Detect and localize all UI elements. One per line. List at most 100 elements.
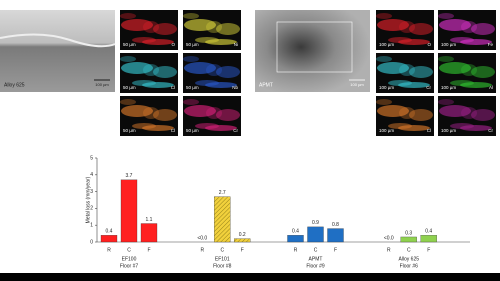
map-signal xyxy=(438,56,454,62)
map-signal xyxy=(216,109,240,121)
x-tick-label: R xyxy=(200,247,204,253)
map-signal xyxy=(120,99,136,105)
map-scale: 100 µm xyxy=(379,85,394,90)
y-tick-label: 3 xyxy=(90,189,93,195)
scale-label: 100 µm xyxy=(350,82,364,87)
x-tick-label: R xyxy=(107,247,111,253)
map-element: Cl xyxy=(171,128,175,133)
map-scale: 100 µm xyxy=(379,128,394,133)
bar xyxy=(234,238,251,243)
value-label: 0.4 xyxy=(425,229,432,235)
map-signal xyxy=(439,105,471,117)
roi-box xyxy=(276,21,353,73)
map-scale: 100 µm xyxy=(441,42,456,47)
map-signal xyxy=(388,123,412,129)
sem-image xyxy=(255,10,370,92)
map-signal xyxy=(450,123,474,129)
map-signal xyxy=(153,23,177,35)
x-tick-label: F xyxy=(241,247,244,253)
bar xyxy=(120,179,138,243)
map-signal xyxy=(438,99,454,105)
group-label: Alloy 625 xyxy=(398,256,419,262)
map-element: Cl xyxy=(427,128,431,133)
map-signal xyxy=(409,66,433,78)
x-tick-label: C xyxy=(127,247,131,253)
map-signal xyxy=(377,62,409,74)
y-tick-label: 4 xyxy=(90,172,93,178)
group-floor: Floor #6 xyxy=(400,263,419,269)
map-signal xyxy=(183,13,199,19)
image-label: APMT xyxy=(259,82,273,88)
map-element: O xyxy=(171,42,175,47)
x-tick-label: C xyxy=(220,247,224,253)
map-signal xyxy=(471,66,495,78)
x-tick-label: F xyxy=(334,247,337,253)
value-label: 2.7 xyxy=(219,190,226,196)
bar xyxy=(100,235,118,243)
map-signal xyxy=(450,37,474,43)
group-floor: Floor #7 xyxy=(120,263,139,269)
y-tick-label: 5 xyxy=(90,155,93,161)
map-signal xyxy=(121,105,153,117)
map-signal xyxy=(153,109,177,121)
map-signal xyxy=(377,19,409,31)
x-tick-label: F xyxy=(427,247,430,253)
map-signal xyxy=(377,105,409,117)
bar xyxy=(400,236,417,243)
value-label: <0.0 xyxy=(384,235,394,241)
map-signal xyxy=(184,62,216,74)
map-signal xyxy=(376,13,392,19)
map-signal xyxy=(376,56,392,62)
map-element: Al xyxy=(489,85,493,90)
value-label: 1.1 xyxy=(146,217,153,223)
value-label: 3.7 xyxy=(126,173,133,179)
map-signal xyxy=(439,62,471,74)
bar xyxy=(287,235,304,243)
map-element: Ni xyxy=(234,42,238,47)
group-floor: Floor #8 xyxy=(213,263,232,269)
y-tick-label: 0 xyxy=(90,239,93,245)
y-tick-label: 2 xyxy=(90,206,93,212)
group-floor: Floor #9 xyxy=(306,263,325,269)
map-signal xyxy=(450,80,474,86)
map-signal xyxy=(376,99,392,105)
scale-label: 100 µm xyxy=(95,82,109,87)
map-signal xyxy=(195,123,219,129)
map-scale: 50 µm xyxy=(186,42,199,47)
scale-oxide xyxy=(0,33,116,48)
map-signal xyxy=(216,23,240,35)
x-tick-label: R xyxy=(294,247,298,253)
x-tick-label: C xyxy=(314,247,318,253)
group-label: EF101 xyxy=(215,256,230,262)
map-signal xyxy=(183,99,199,105)
bar xyxy=(140,223,158,243)
bar xyxy=(420,235,437,243)
map-signal xyxy=(184,105,216,117)
map-element: O xyxy=(427,42,431,47)
map-scale: 100 µm xyxy=(379,42,394,47)
x-tick-label: R xyxy=(387,247,391,253)
bottom-band xyxy=(0,273,500,281)
map-signal xyxy=(438,13,454,19)
map-scale: 100 µm xyxy=(441,128,456,133)
sem-image xyxy=(0,10,115,92)
map-signal xyxy=(195,80,219,86)
map-signal xyxy=(121,62,153,74)
group-label: EF100 xyxy=(122,256,137,262)
map-signal xyxy=(471,23,495,35)
bar xyxy=(327,228,344,243)
x-tick-label: C xyxy=(407,247,411,253)
map-signal xyxy=(409,23,433,35)
bar xyxy=(307,226,324,243)
map-signal xyxy=(153,66,177,78)
map-scale: 100 µm xyxy=(441,85,456,90)
map-element: Cl xyxy=(171,85,175,90)
map-signal xyxy=(121,19,153,31)
map-signal xyxy=(120,56,136,62)
map-signal xyxy=(471,109,495,121)
y-tick-label: 1 xyxy=(90,223,93,229)
map-signal xyxy=(132,37,156,43)
value-label: <0.0 xyxy=(197,235,207,241)
map-scale: 50 µm xyxy=(123,85,136,90)
value-label: 0.3 xyxy=(405,230,412,236)
